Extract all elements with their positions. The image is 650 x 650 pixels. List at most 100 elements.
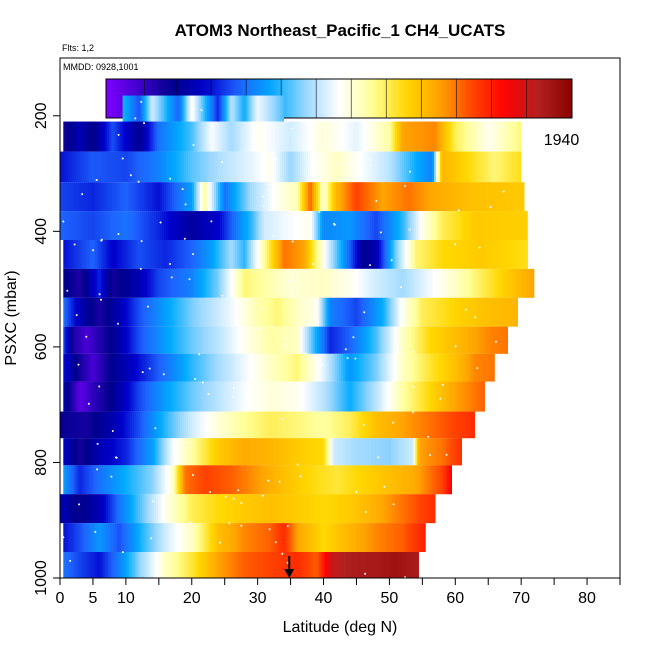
heatmap-cell bbox=[220, 411, 223, 439]
heatmap-cell bbox=[281, 353, 284, 382]
heatmap-cell bbox=[347, 353, 350, 382]
heatmap-cell bbox=[239, 326, 242, 354]
heatmap-cell bbox=[194, 95, 198, 122]
heatmap-cell bbox=[399, 523, 402, 552]
heatmap-cell bbox=[393, 240, 396, 269]
heatmap-cell bbox=[385, 353, 388, 382]
heatmap-cell bbox=[172, 494, 175, 524]
sample-dot bbox=[228, 522, 231, 525]
heatmap-cell bbox=[369, 268, 372, 298]
heatmap-cell bbox=[471, 268, 474, 298]
heatmap-cell bbox=[136, 411, 139, 439]
heatmap-cell bbox=[336, 211, 339, 240]
heatmap-cell bbox=[195, 552, 198, 578]
heatmap-cell bbox=[259, 240, 262, 269]
heatmap-cell bbox=[220, 211, 223, 240]
heatmap-cell bbox=[509, 268, 512, 298]
sample-dot bbox=[379, 231, 382, 234]
heatmap-cell bbox=[374, 211, 377, 240]
heatmap-cell bbox=[326, 211, 329, 240]
heatmap-cell bbox=[506, 211, 509, 240]
heatmap-cell bbox=[429, 297, 432, 327]
heatmap-cell bbox=[321, 552, 324, 578]
heatmap-cell bbox=[378, 182, 381, 212]
heatmap-cell bbox=[380, 411, 383, 439]
heatmap-cell bbox=[413, 121, 416, 152]
heatmap-cell bbox=[399, 438, 402, 466]
heatmap-cell bbox=[243, 326, 246, 354]
heatmap-cell bbox=[187, 326, 190, 354]
heatmap-cell bbox=[341, 240, 344, 269]
heatmap-cell bbox=[110, 211, 113, 240]
heatmap-cell bbox=[208, 151, 211, 183]
sample-dot bbox=[169, 263, 171, 265]
heatmap-cell bbox=[391, 523, 394, 552]
heatmap-cell bbox=[167, 523, 170, 552]
heatmap-cell bbox=[325, 381, 328, 412]
heatmap-cell bbox=[395, 438, 398, 466]
heatmap-cell bbox=[356, 211, 359, 240]
heatmap-cell bbox=[191, 552, 194, 578]
heatmap-cell bbox=[423, 297, 426, 327]
heatmap-cell bbox=[453, 268, 456, 298]
heatmap-cell bbox=[204, 494, 207, 524]
heatmap-cell bbox=[95, 465, 98, 495]
heatmap-cell bbox=[490, 182, 493, 212]
heatmap-cell bbox=[354, 182, 357, 212]
heatmap-cell bbox=[153, 465, 156, 495]
heatmap-cell bbox=[331, 438, 334, 466]
heatmap-cell bbox=[309, 240, 312, 269]
heatmap-cell bbox=[176, 411, 179, 439]
heatmap-cell bbox=[151, 353, 154, 382]
heatmap-cell bbox=[401, 121, 404, 152]
heatmap-cell bbox=[452, 151, 455, 183]
heatmap-cell bbox=[325, 121, 328, 152]
heatmap-cell bbox=[89, 353, 92, 382]
heatmap-cell bbox=[144, 494, 147, 524]
heatmap-cell bbox=[183, 326, 186, 354]
heatmap-cell bbox=[202, 411, 205, 439]
heatmap-cell bbox=[188, 211, 191, 240]
heatmap-cell bbox=[108, 411, 111, 439]
heatmap-cell bbox=[152, 95, 156, 122]
heatmap-cell bbox=[145, 465, 148, 495]
heatmap-cell bbox=[167, 381, 170, 412]
heatmap-cell bbox=[371, 353, 374, 382]
heatmap-cell bbox=[523, 268, 526, 298]
heatmap-cell bbox=[241, 297, 244, 327]
heatmap-cell bbox=[81, 121, 84, 152]
heatmap-cell bbox=[502, 182, 505, 212]
heatmap-cell bbox=[145, 438, 148, 466]
heatmap-cell bbox=[211, 438, 214, 466]
heatmap-cell bbox=[305, 465, 308, 495]
heatmap-cell bbox=[455, 438, 458, 466]
heatmap-cell bbox=[453, 353, 456, 382]
heatmap-cell bbox=[299, 552, 302, 578]
heatmap-cell bbox=[318, 182, 321, 212]
heatmap-cell bbox=[397, 353, 400, 382]
heatmap-cell bbox=[78, 151, 81, 183]
heatmap-cell bbox=[295, 353, 298, 382]
heatmap-cell bbox=[337, 552, 340, 578]
heatmap-cell bbox=[78, 411, 81, 439]
heatmap-cell bbox=[75, 297, 78, 327]
heatmap-cell bbox=[277, 523, 280, 552]
heatmap-cell bbox=[287, 438, 290, 466]
heatmap-cell bbox=[175, 465, 178, 495]
heatmap-cell bbox=[103, 552, 106, 578]
heatmap-cell bbox=[508, 182, 511, 212]
heatmap-cell bbox=[392, 182, 395, 212]
heatmap-cell bbox=[162, 95, 166, 122]
heatmap-cell bbox=[162, 211, 165, 240]
heatmap-cell bbox=[469, 268, 472, 298]
heatmap-cell bbox=[404, 151, 407, 183]
heatmap-cell bbox=[426, 151, 429, 183]
heatmap-cell bbox=[355, 268, 358, 298]
heatmap-cell bbox=[284, 211, 287, 240]
heatmap-cell bbox=[249, 353, 252, 382]
heatmap-cell bbox=[89, 381, 92, 412]
heatmap-cell bbox=[499, 326, 502, 354]
heatmap-cell bbox=[352, 411, 355, 439]
heatmap-cell bbox=[367, 438, 370, 466]
heatmap-cell bbox=[435, 381, 438, 412]
